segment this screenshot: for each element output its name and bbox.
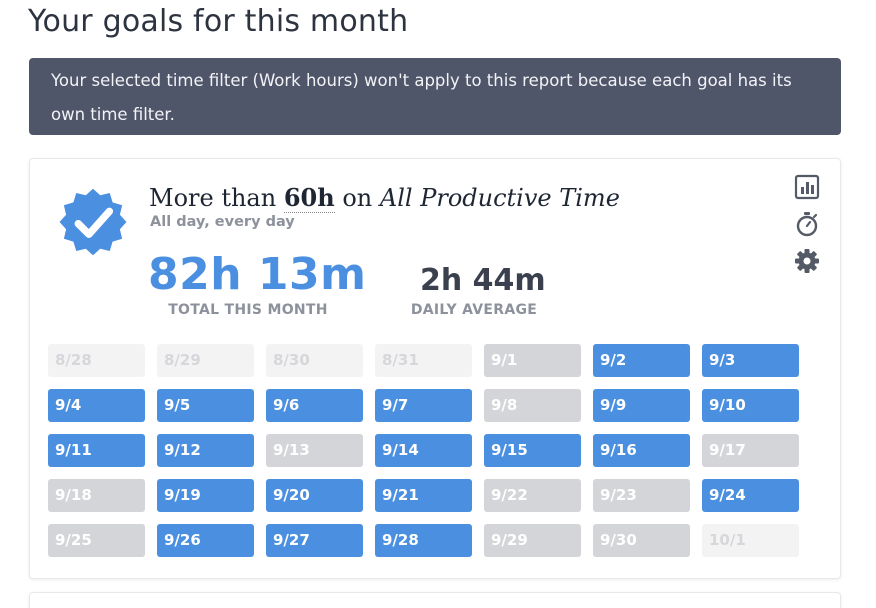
calendar-day[interactable]: 9/4 <box>48 389 145 422</box>
calendar-day[interactable]: 9/3 <box>702 344 799 377</box>
calendar-day[interactable]: 9/10 <box>702 389 799 422</box>
total-this-month-label: TOTAL THIS MONTH <box>168 302 328 318</box>
calendar-day[interactable]: 9/6 <box>266 389 363 422</box>
calendar-day[interactable]: 9/24 <box>702 479 799 512</box>
calendar-day[interactable]: 9/26 <box>157 524 254 557</box>
calendar-day[interactable]: 9/14 <box>375 434 472 467</box>
calendar-day[interactable]: 9/20 <box>266 479 363 512</box>
goal-card: More than 60h on All Productive Time All… <box>29 158 841 579</box>
page-title: Your goals for this month <box>28 4 409 39</box>
calendar-day[interactable]: 9/27 <box>266 524 363 557</box>
calendar-day[interactable]: 9/22 <box>484 479 581 512</box>
calendar-day: 8/31 <box>375 344 472 377</box>
calendar-day[interactable]: 9/28 <box>375 524 472 557</box>
calendar-day: 8/29 <box>157 344 254 377</box>
goal-connector: on <box>342 184 373 212</box>
calendar-day[interactable]: 9/17 <box>702 434 799 467</box>
calendar-day[interactable]: 9/13 <box>266 434 363 467</box>
calendar-day[interactable]: 9/9 <box>593 389 690 422</box>
daily-average-value: 2h 44m <box>420 263 546 298</box>
check-badge-icon <box>59 188 127 256</box>
calendar-day[interactable]: 9/15 <box>484 434 581 467</box>
time-filter-notice: Your selected time filter (Work hours) w… <box>29 58 841 135</box>
calendar-day[interactable]: 9/25 <box>48 524 145 557</box>
calendar-day: 10/1 <box>702 524 799 557</box>
total-this-month-value: 82h 13m <box>148 249 367 300</box>
calendar-day[interactable]: 9/29 <box>484 524 581 557</box>
calendar-day[interactable]: 9/18 <box>48 479 145 512</box>
calendar-day[interactable]: 9/21 <box>375 479 472 512</box>
goal-target: All Productive Time <box>379 184 620 212</box>
notice-text: Your selected time filter (Work hours) w… <box>51 71 792 124</box>
goal-actions <box>794 174 820 285</box>
settings-gear-icon[interactable] <box>794 248 820 274</box>
calendar-day[interactable]: 9/11 <box>48 434 145 467</box>
goal-schedule: All day, every day <box>150 214 295 230</box>
calendar-day[interactable]: 9/19 <box>157 479 254 512</box>
goal-amount[interactable]: 60h <box>283 183 335 213</box>
calendar-day[interactable]: 9/16 <box>593 434 690 467</box>
calendar-day[interactable]: 9/30 <box>593 524 690 557</box>
goal-heading: More than 60h on All Productive Time <box>149 183 620 213</box>
calendar-day: 8/30 <box>266 344 363 377</box>
report-chart-icon[interactable] <box>794 174 820 200</box>
daily-average-label: DAILY AVERAGE <box>410 302 538 318</box>
calendar-day[interactable]: 9/23 <box>593 479 690 512</box>
calendar-day[interactable]: 9/8 <box>484 389 581 422</box>
calendar-day[interactable]: 9/5 <box>157 389 254 422</box>
stopwatch-icon[interactable] <box>794 211 820 237</box>
calendar-day[interactable]: 9/7 <box>375 389 472 422</box>
calendar-day: 8/28 <box>48 344 145 377</box>
calendar-day[interactable]: 9/2 <box>593 344 690 377</box>
next-goal-card <box>29 592 841 608</box>
calendar-day[interactable]: 9/1 <box>484 344 581 377</box>
calendar-day[interactable]: 9/12 <box>157 434 254 467</box>
goal-prefix: More than <box>149 184 277 212</box>
